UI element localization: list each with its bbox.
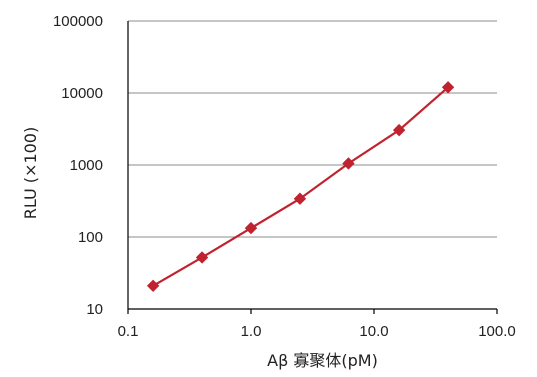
y-tick-labels: 10 100 1000 10000 100000 [53, 13, 103, 318]
data-point-1 [195, 251, 209, 264]
y-tick-label-4: 100000 [53, 13, 103, 30]
x-tick-label-1: 1.0 [241, 323, 262, 340]
x-tick-label-2: 10.0 [359, 323, 388, 340]
data-point-0 [146, 279, 160, 293]
data-point-4 [342, 157, 355, 170]
data-series [146, 81, 455, 293]
axes [127, 21, 498, 314]
y-tick-label-1: 100 [78, 229, 103, 246]
x-tick-labels: 0.1 1.0 10.0 100.0 [118, 323, 516, 340]
x-tick-label-0: 0.1 [118, 323, 139, 340]
y-tick-label-3: 10000 [61, 85, 103, 102]
data-point-5 [392, 123, 406, 137]
gridlines [128, 20, 497, 238]
data-point-6 [441, 81, 455, 94]
y-tick-label-0: 10 [86, 301, 103, 318]
x-tick-label-3: 100.0 [478, 323, 516, 340]
data-point-2 [244, 221, 258, 235]
y-axis-title: RLU (×100) [21, 127, 40, 219]
y-tick-label-2: 1000 [70, 157, 103, 174]
x-axis-title: Aβ 寡聚体(pM) [267, 351, 378, 370]
data-point-3 [293, 192, 307, 205]
